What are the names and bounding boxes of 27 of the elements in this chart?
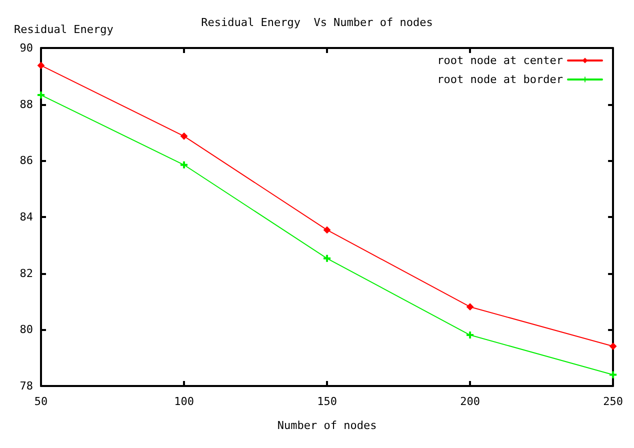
x-tick-label: 150 (317, 395, 337, 408)
y-tick-label: 84 (20, 210, 34, 224)
point (180, 132, 188, 140)
point (466, 303, 474, 310)
point (324, 226, 331, 234)
legend-label: root node at border (437, 73, 564, 86)
point (466, 332, 474, 339)
x-tick-label: 50 (34, 395, 48, 408)
point (610, 371, 617, 378)
point (324, 254, 331, 262)
legend-label: root node at center (437, 54, 564, 67)
x-tick-label: 100 (174, 395, 194, 408)
y-axis-title: Residual Energy (14, 23, 114, 36)
point (180, 161, 188, 168)
x-tick-label: 250 (603, 395, 624, 408)
x-tick-label: 200 (460, 395, 480, 408)
y-tick-label: 90 (20, 42, 33, 54)
y-tick-label: 80 (20, 323, 33, 336)
y-tick-label: 78 (20, 380, 33, 392)
point (38, 92, 44, 99)
y-tick-label: 88 (20, 98, 33, 111)
point (38, 62, 44, 69)
x-axis-title: Number of nodes (277, 419, 377, 432)
y-tick-label: 86 (20, 154, 33, 168)
point (610, 342, 617, 350)
chart-title: Residual Energy Vs Number of nodes (201, 16, 433, 29)
y-tick-label: 82 (20, 266, 33, 280)
